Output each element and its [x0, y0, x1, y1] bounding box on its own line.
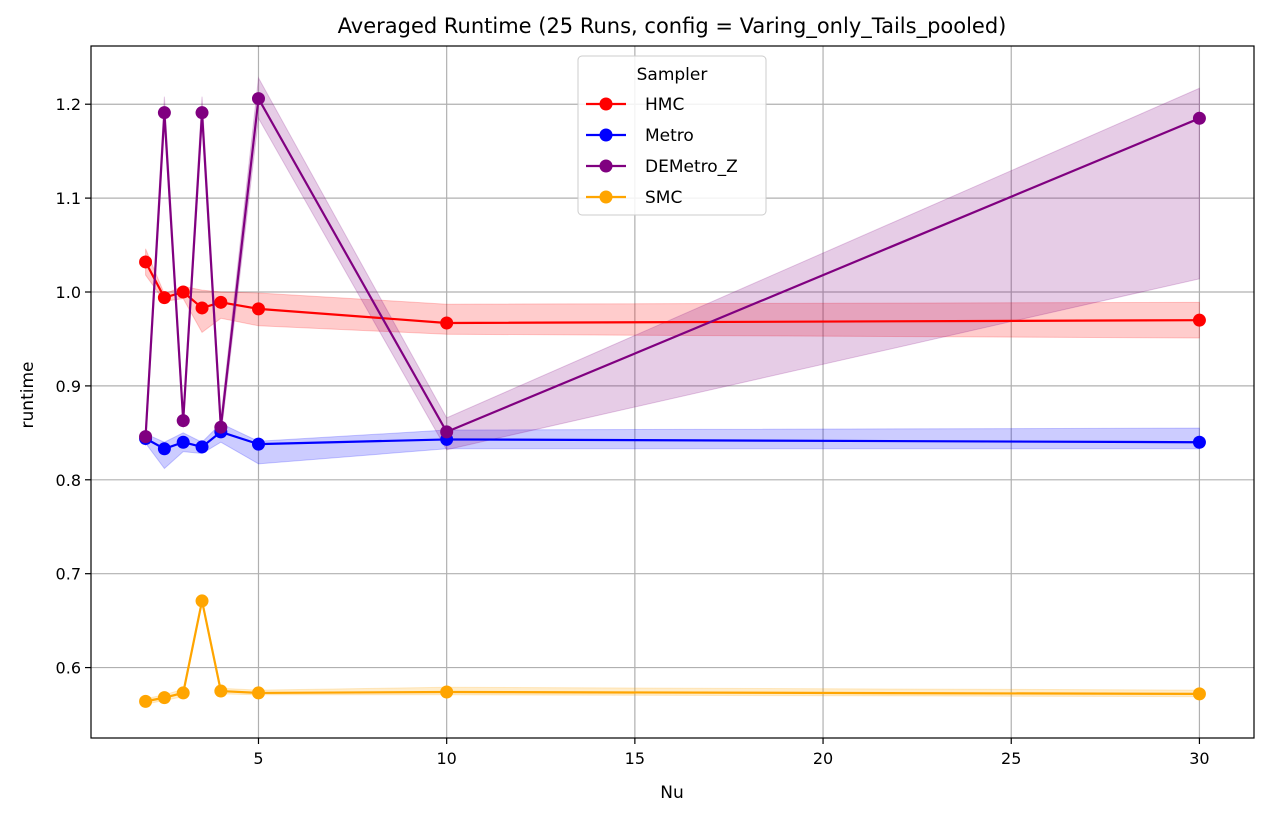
smc-point	[214, 684, 228, 698]
x-axis-ticks: 5 10 15 20 25 30	[253, 738, 1210, 768]
legend-metro-label: Metro	[645, 126, 694, 146]
hmc-point	[139, 255, 153, 269]
metro-point	[157, 442, 171, 456]
hmc-point	[1192, 313, 1206, 327]
smc-point	[440, 685, 454, 699]
legend-smc-marker	[599, 190, 613, 204]
metro-point	[176, 435, 190, 449]
y-tick-label: 1.1	[56, 189, 81, 208]
x-axis-label: Nu	[660, 783, 684, 803]
legend-smc-label: SMC	[645, 188, 682, 208]
metro-point	[251, 437, 265, 451]
x-tick-label: 25	[1001, 749, 1021, 768]
hmc-point	[195, 301, 209, 315]
smc-band	[145, 597, 1200, 705]
demetro-z-line	[144, 97, 1200, 437]
legend-demetro-z-label: DEMetro_Z	[645, 157, 738, 177]
legend-title: Sampler	[637, 65, 708, 85]
x-tick-label: 10	[436, 749, 456, 768]
y-tick-label: 0.7	[56, 565, 81, 584]
plot-frame	[90, 45, 1255, 739]
hmc-point	[176, 285, 190, 299]
smc-point	[176, 686, 190, 700]
metro-point	[195, 440, 209, 454]
hmc-point	[440, 316, 454, 330]
demetro-z-point	[176, 414, 190, 428]
smc-point	[157, 691, 171, 705]
metro-point	[1192, 435, 1206, 449]
metro-band	[145, 422, 1200, 470]
y-axis-label: runtime	[18, 362, 38, 429]
smc-point	[251, 686, 265, 700]
smc-point	[139, 694, 153, 708]
x-tick-label: 30	[1189, 749, 1209, 768]
y-tick-label: 1.0	[56, 283, 81, 302]
legend-hmc-label: HMC	[645, 95, 684, 115]
y-tick-label: 0.8	[56, 471, 81, 490]
demetro-z-point	[214, 420, 228, 434]
y-axis-ticks: 0.6 0.7 0.8 0.9 1.0 1.1 1.2	[56, 95, 91, 678]
demetro-z-point	[157, 106, 171, 120]
y-tick-label: 0.9	[56, 377, 81, 396]
demetro-z-point	[195, 106, 209, 120]
demetro-z-point	[440, 425, 454, 439]
demetro-z-point	[251, 92, 265, 106]
chart-title: Averaged Runtime (25 Runs, config = Vari…	[338, 14, 1007, 39]
hmc-band	[145, 248, 1200, 339]
demetro-z-point	[139, 430, 153, 444]
legend-hmc-marker	[599, 97, 613, 111]
hmc-point	[157, 291, 171, 305]
demetro-z-point	[1192, 111, 1206, 125]
smc-line	[145, 599, 1200, 703]
hmc-point	[214, 295, 228, 309]
x-tick-label: 5	[253, 749, 263, 768]
legend: Sampler HMC Metro DEMetro_Z SMC	[577, 55, 767, 216]
legend-box	[577, 55, 767, 216]
x-tick-label: 20	[813, 749, 833, 768]
smc-point	[1192, 687, 1206, 701]
hmc-point	[251, 302, 265, 316]
legend-demetro-z-marker	[599, 159, 613, 173]
smc-point	[195, 594, 209, 608]
x-tick-label: 15	[625, 749, 645, 768]
legend-metro-marker	[599, 128, 613, 142]
series-points	[139, 92, 1206, 708]
y-tick-label: 1.2	[56, 95, 81, 114]
y-tick-label: 0.6	[56, 659, 81, 678]
